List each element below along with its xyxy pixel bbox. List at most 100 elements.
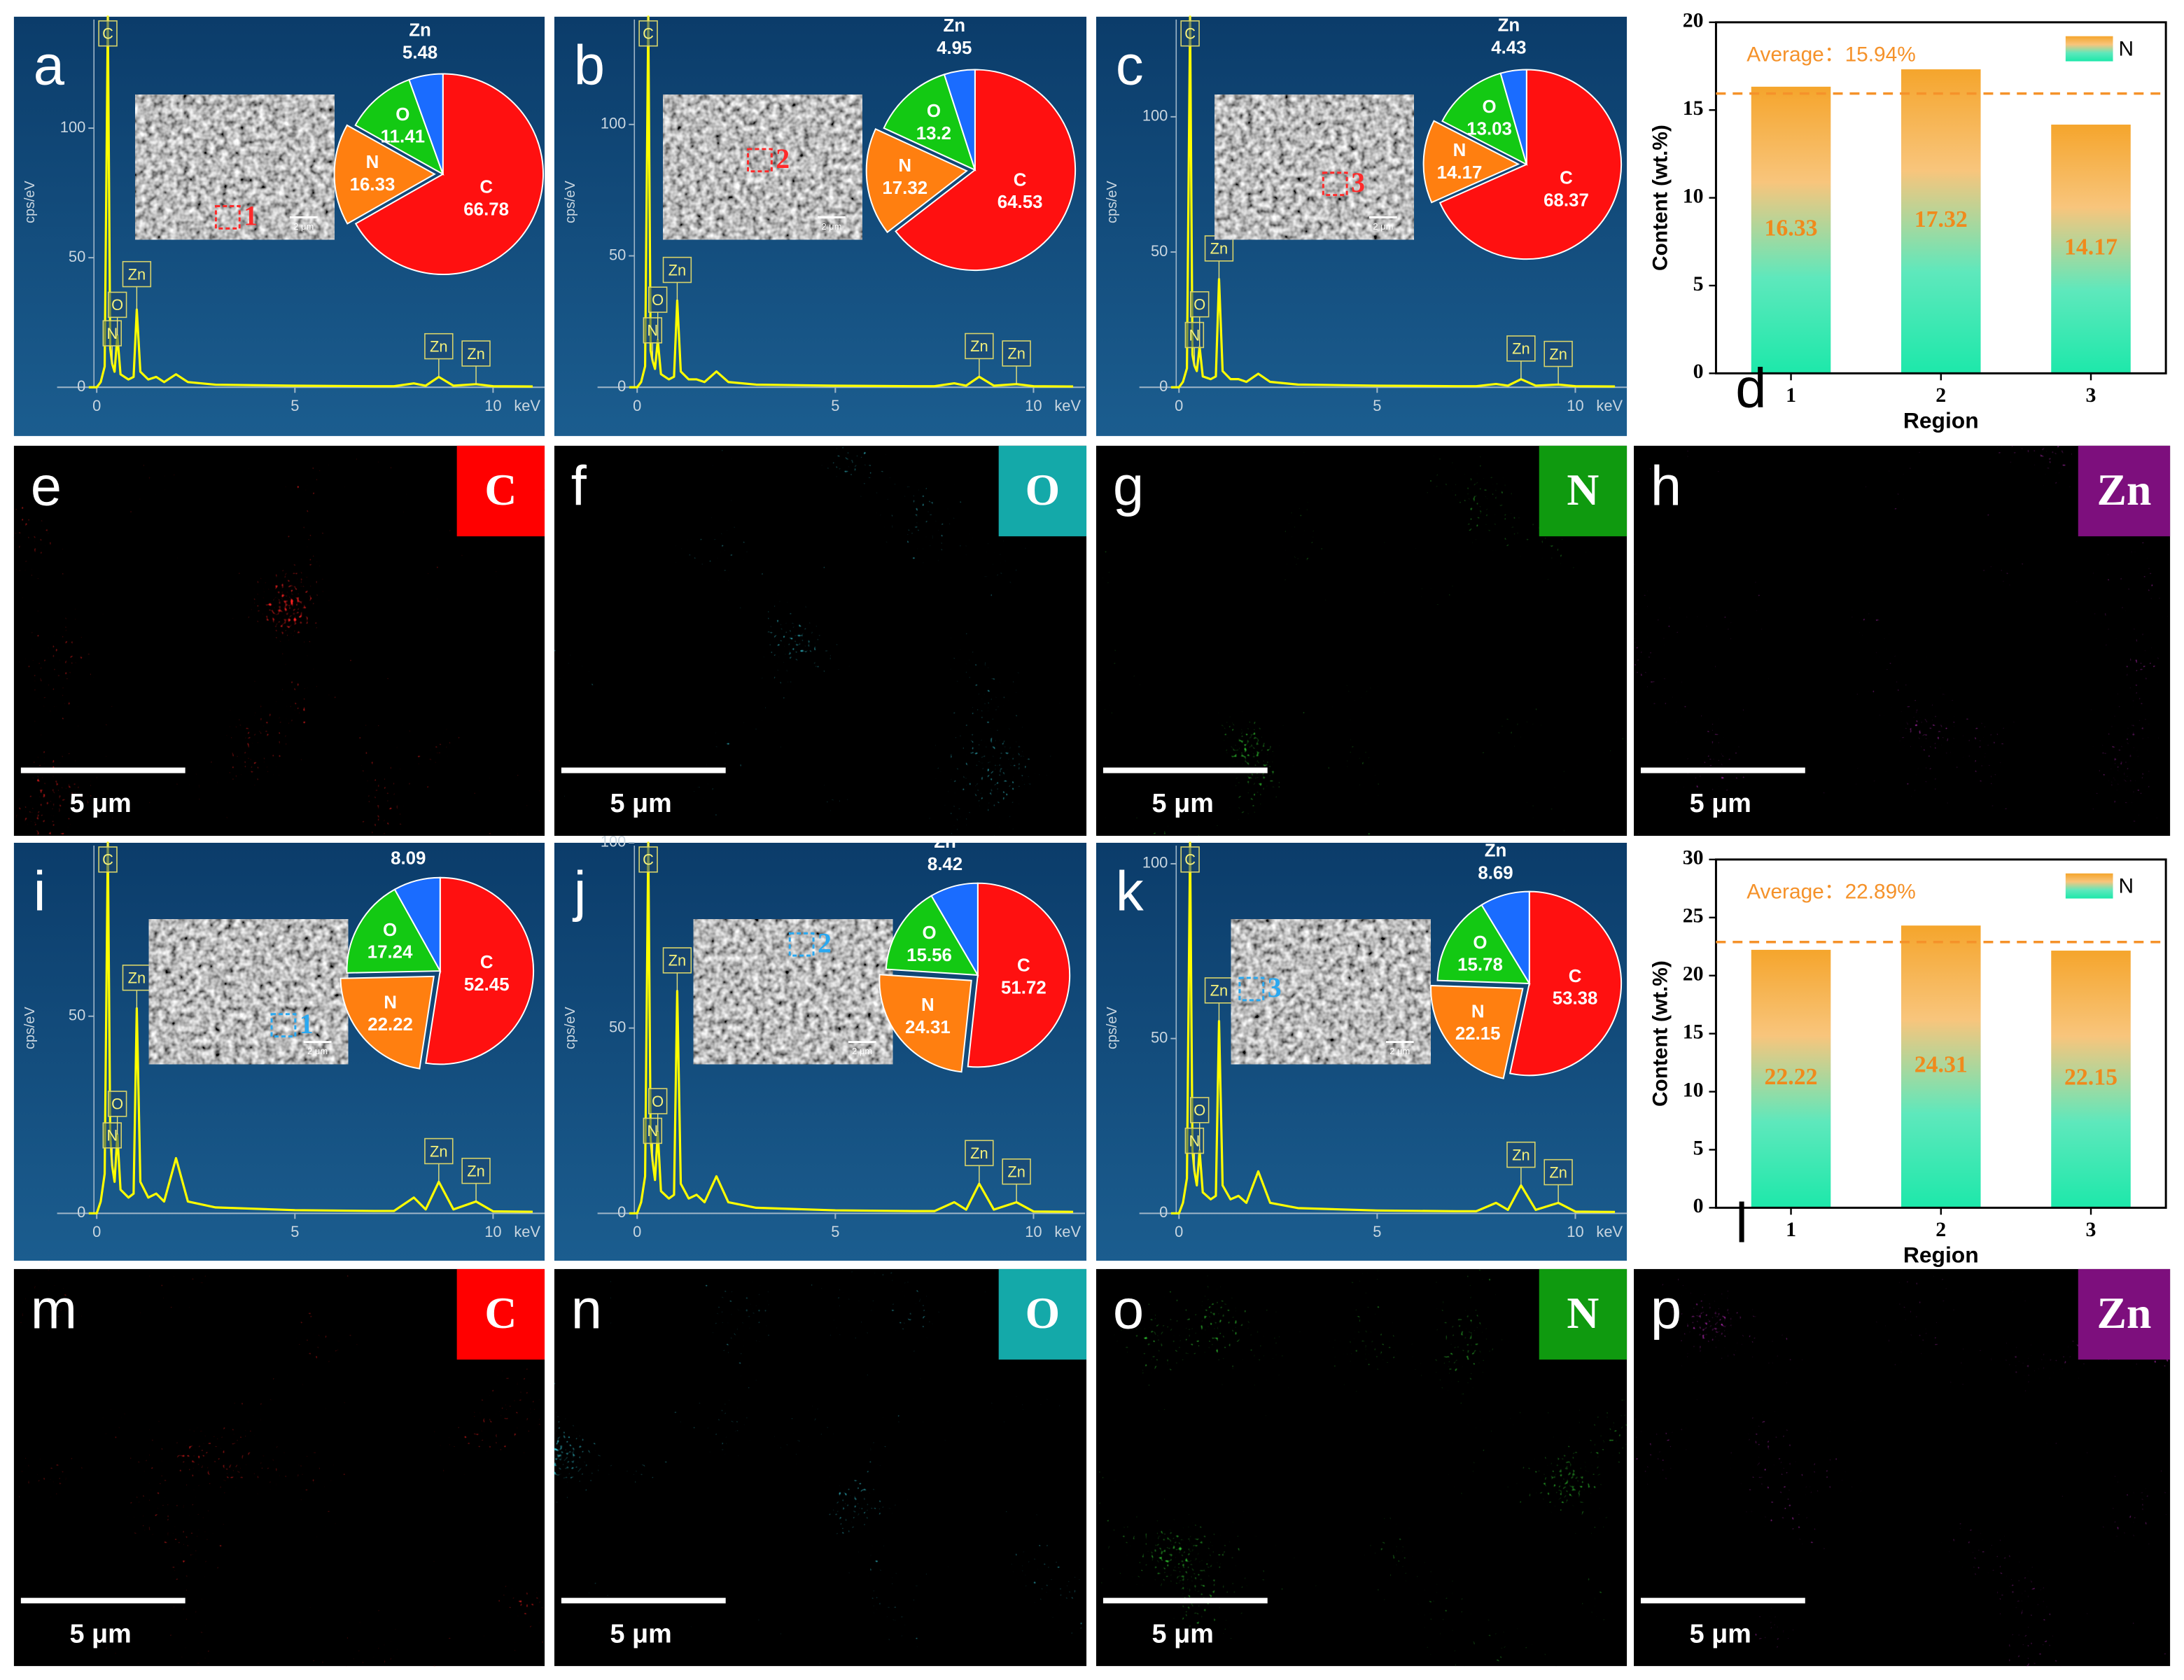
x-axis-label: keV xyxy=(514,1223,540,1240)
pie-category: Zn xyxy=(943,16,965,36)
peak-label: Zn xyxy=(1512,1146,1530,1163)
scale-bar-label: 5 μm xyxy=(69,1619,131,1648)
pie-slice xyxy=(1441,72,1528,166)
panel-label: m xyxy=(31,1278,77,1340)
element-label: Zn xyxy=(2097,1288,2152,1338)
region-marker xyxy=(1238,976,1265,1002)
scale-bar-label: 5 μm xyxy=(1690,789,1751,818)
x-tick-label: 10 xyxy=(484,1223,501,1240)
peak-label-box xyxy=(98,20,118,47)
peak-label: Zn xyxy=(128,265,146,283)
bar xyxy=(1901,69,1981,374)
pie-value: 64.53 xyxy=(997,192,1043,212)
element-label: N xyxy=(1567,465,1599,514)
panel-label: c xyxy=(1116,34,1144,97)
peak-label: O xyxy=(111,1096,123,1113)
pie-category: N xyxy=(384,993,397,1012)
peak-label-box xyxy=(1002,1158,1031,1185)
y-tick-label: 0 xyxy=(77,1203,85,1221)
region-marker xyxy=(214,205,241,230)
peak-label: C xyxy=(1184,25,1196,43)
pie-category: C xyxy=(480,953,493,972)
bar-value-label: 22.15 xyxy=(2064,1064,2118,1090)
y-tick-label: 25 xyxy=(1683,904,1704,927)
region-number: 1 xyxy=(300,1009,314,1040)
peak-label: Zn xyxy=(1210,240,1228,258)
peak-label: C xyxy=(643,25,654,43)
peak-label: Zn xyxy=(970,337,988,355)
peak-label: Zn xyxy=(668,952,687,969)
pie-value: 68.37 xyxy=(1544,190,1589,210)
pie-slice xyxy=(943,69,976,171)
panel-label: a xyxy=(34,34,65,97)
y-tick-label: 50 xyxy=(69,248,85,265)
peak-label-box xyxy=(638,846,658,873)
x-tick-label: 5 xyxy=(831,1223,839,1240)
peak-label: N xyxy=(1189,326,1200,344)
sem-image xyxy=(693,919,893,1065)
element-box xyxy=(1539,445,1628,537)
y-tick-label: 100 xyxy=(601,115,626,132)
pie-category: N xyxy=(1453,141,1466,160)
peak-label: O xyxy=(652,1093,664,1110)
peak-label-box xyxy=(1544,1158,1573,1186)
peak-label-box xyxy=(1204,977,1234,1004)
sem-image xyxy=(148,919,349,1065)
panel-label: k xyxy=(1116,860,1144,923)
peak-label-box xyxy=(662,947,692,974)
pie-category: Zn xyxy=(1498,15,1520,35)
peak-label-box xyxy=(648,1088,668,1114)
peak-label: C xyxy=(102,851,113,869)
peak-label: C xyxy=(643,851,654,869)
peak-label-box xyxy=(643,1117,663,1144)
y-tick-label: 0 xyxy=(77,377,85,395)
peak-label-box xyxy=(965,1140,994,1166)
region-marker xyxy=(1322,172,1348,197)
y-tick-label: 15 xyxy=(1683,1020,1704,1043)
peak-label: N xyxy=(1189,1132,1200,1149)
peak-label-box xyxy=(122,260,152,288)
pie-value: 4.95 xyxy=(937,38,972,58)
pie-slice xyxy=(1480,890,1530,986)
pie-slice xyxy=(354,73,545,275)
peak-label-box xyxy=(1002,340,1031,367)
y-axis-label: cps/eV xyxy=(563,180,578,223)
peak-label-box xyxy=(461,1157,491,1184)
pie-value: 24.31 xyxy=(905,1018,951,1037)
peak-label: C xyxy=(102,25,113,43)
pie-value: 17.32 xyxy=(882,178,927,198)
sem-image xyxy=(135,94,335,240)
pie-category: N xyxy=(898,156,911,176)
y-tick-label: 30 xyxy=(1683,846,1704,869)
x-tick-label: 0 xyxy=(633,1223,641,1240)
element-label: O xyxy=(1026,465,1060,514)
sem-image xyxy=(663,94,862,240)
y-tick-label: 5 xyxy=(1693,272,1704,295)
pie-value: 22.15 xyxy=(1455,1024,1501,1044)
pie-slice xyxy=(878,974,972,1073)
pie-category: N xyxy=(921,995,934,1015)
peak-label-box xyxy=(1184,1127,1205,1154)
sem-scale-label: 2 μm xyxy=(1390,1046,1410,1056)
bar-value-label: 17.32 xyxy=(1914,206,1968,232)
pie-value: 14.17 xyxy=(1437,163,1483,183)
y-tick-label: 15 xyxy=(1683,97,1704,120)
pie-value: 15.56 xyxy=(906,946,952,965)
x-tick-label: 1 xyxy=(1786,1218,1796,1241)
pie-slice xyxy=(1430,984,1524,1079)
peak-label: N xyxy=(106,1127,118,1144)
sem-scale-label: 2 μm xyxy=(307,1046,328,1056)
pie-value: 8.09 xyxy=(391,849,426,869)
average-label: Average：15.94% xyxy=(1746,43,1916,66)
peak-label: O xyxy=(652,291,664,309)
element-label: O xyxy=(1026,1288,1060,1338)
x-tick-label: 3 xyxy=(2086,384,2096,407)
pie-category: C xyxy=(1569,967,1582,986)
panel-label: g xyxy=(1113,455,1144,517)
region-number: 3 xyxy=(1268,972,1282,1003)
peak-label-box xyxy=(1544,340,1573,368)
pie-slice xyxy=(354,78,444,176)
y-tick-label: 10 xyxy=(1683,1078,1704,1101)
